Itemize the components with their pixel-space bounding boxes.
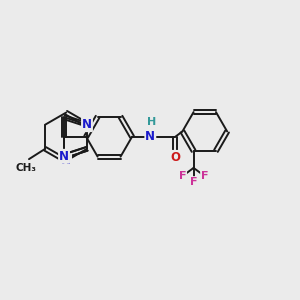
Text: N: N (145, 130, 155, 143)
Text: CH₃: CH₃ (16, 163, 37, 173)
Text: F: F (190, 177, 197, 187)
Text: N: N (61, 154, 71, 167)
Text: N: N (82, 118, 92, 131)
Text: N: N (59, 150, 69, 163)
Text: F: F (201, 171, 208, 181)
Text: F: F (178, 171, 186, 181)
Text: H: H (147, 117, 156, 127)
Text: O: O (170, 151, 180, 164)
